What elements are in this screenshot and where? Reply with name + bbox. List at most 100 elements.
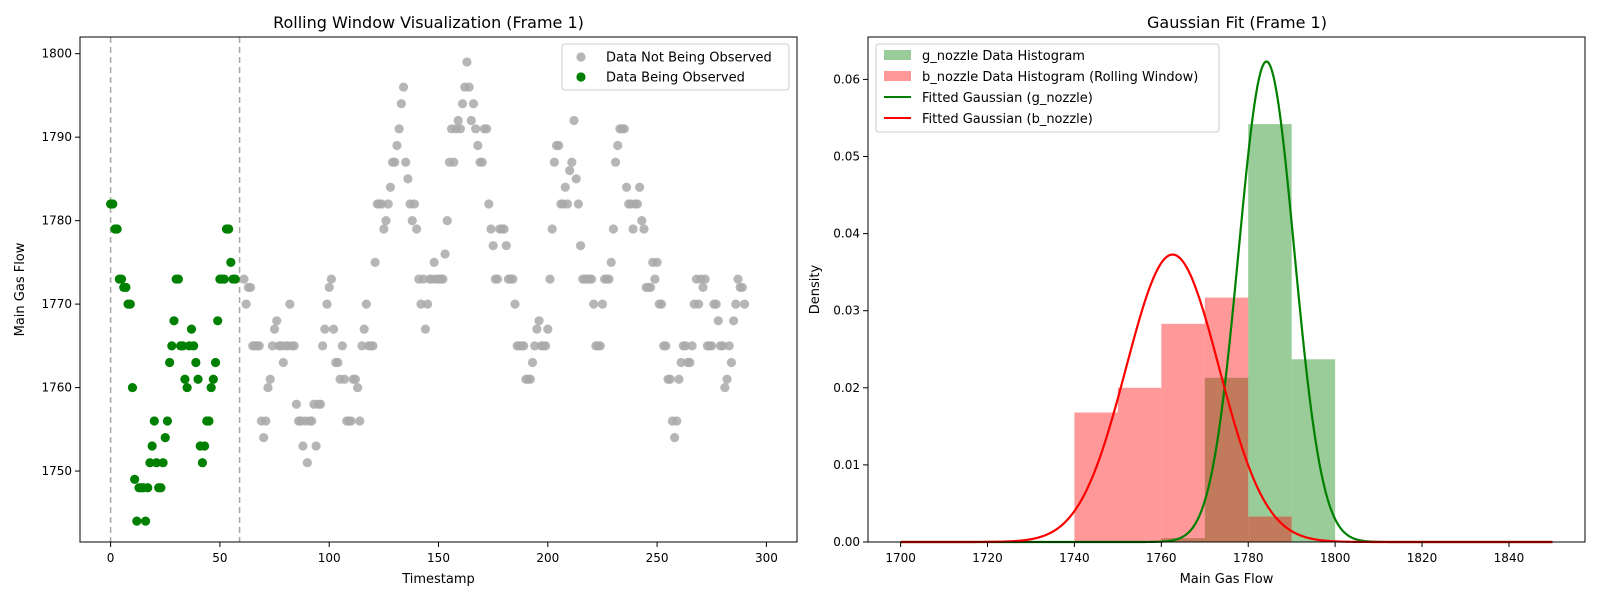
unobserved-point bbox=[407, 216, 417, 226]
unobserved-point bbox=[739, 299, 750, 309]
unobserved-point bbox=[676, 357, 686, 368]
observed-point bbox=[160, 433, 170, 443]
unobserved-point bbox=[707, 341, 717, 351]
legend-label-b-fit: Fitted Gaussian (b_nozzle) bbox=[922, 112, 1093, 127]
unobserved-point bbox=[726, 357, 737, 368]
legend-label-g-hist: g_nozzle Data Histogram bbox=[922, 49, 1085, 64]
unobserved-point bbox=[610, 157, 621, 167]
right-chart-title: Gaussian Fit (Frame 1) bbox=[1147, 13, 1327, 32]
y-tick-label: 0.04 bbox=[833, 227, 860, 241]
unobserved-point bbox=[621, 182, 632, 192]
y-tick-label: 1790 bbox=[41, 130, 72, 144]
unobserved-point bbox=[595, 341, 605, 351]
y-tick-label: 1780 bbox=[41, 214, 72, 228]
legend-label-b-hist: b_nozzle Data Histogram (Rolling Window) bbox=[922, 70, 1198, 85]
unobserved-point bbox=[650, 274, 660, 284]
unobserved-point bbox=[530, 341, 540, 351]
unobserved-point bbox=[700, 274, 710, 284]
unobserved-point bbox=[687, 341, 697, 351]
unobserved-point bbox=[713, 316, 723, 326]
y-tick-label: 0.03 bbox=[833, 304, 860, 318]
x-tick-label: 1840 bbox=[1494, 551, 1525, 565]
unobserved-point bbox=[508, 274, 518, 284]
gaussian-fit-panel: Gaussian Fit (Frame 1) 1700 1720 1740 1760 1… bbox=[808, 13, 1586, 587]
observed-point bbox=[219, 274, 229, 284]
unobserved-point bbox=[385, 182, 396, 192]
unobserved-point bbox=[637, 216, 647, 226]
observed-point bbox=[208, 374, 218, 384]
unobserved-point bbox=[545, 274, 555, 284]
unobserved-point bbox=[311, 441, 321, 451]
unobserved-point bbox=[370, 257, 380, 267]
observed-point bbox=[127, 382, 138, 393]
unobserved-point bbox=[733, 274, 743, 284]
unobserved-point bbox=[481, 124, 492, 134]
unobserved-point bbox=[241, 299, 251, 309]
unobserved-point bbox=[519, 341, 529, 351]
unobserved-point bbox=[729, 316, 739, 326]
unobserved-point bbox=[665, 374, 675, 384]
unobserved-point bbox=[420, 324, 430, 334]
unobserved-point bbox=[285, 299, 295, 309]
unobserved-point bbox=[261, 416, 271, 426]
observed-point bbox=[167, 341, 177, 351]
unobserved-point bbox=[477, 157, 487, 167]
unobserved-point bbox=[403, 174, 413, 184]
y-tick-label: 0.05 bbox=[833, 150, 860, 164]
unobserved-point bbox=[562, 199, 573, 209]
unobserved-point bbox=[245, 282, 256, 293]
unobserved-point bbox=[315, 399, 326, 409]
legend-marker-not-observed bbox=[576, 52, 586, 62]
b-nozzle-hist-bar bbox=[1204, 297, 1249, 542]
observed-point bbox=[156, 483, 166, 493]
unobserved-point bbox=[737, 282, 747, 293]
unobserved-point bbox=[473, 140, 483, 151]
unobserved-point bbox=[466, 115, 476, 126]
unobserved-point bbox=[396, 99, 406, 109]
unobserved-point bbox=[606, 257, 616, 267]
unobserved-point bbox=[307, 416, 317, 426]
y-tick-label: 1750 bbox=[41, 464, 72, 478]
observed-point bbox=[210, 357, 221, 368]
unobserved-point bbox=[468, 99, 479, 109]
unobserved-point bbox=[484, 199, 494, 209]
unobserved-point bbox=[586, 274, 597, 284]
observed-point bbox=[180, 374, 190, 384]
unobserved-point bbox=[298, 441, 308, 451]
unobserved-point bbox=[346, 416, 356, 426]
unobserved-point bbox=[720, 382, 730, 393]
observed-point bbox=[112, 224, 122, 234]
legend-label-observed: Data Being Observed bbox=[606, 71, 745, 86]
unobserved-point bbox=[597, 299, 608, 309]
x-tick-label: 0 bbox=[107, 551, 115, 565]
b-nozzle-hist-bar bbox=[1117, 387, 1162, 542]
y-tick-label: 0.06 bbox=[833, 72, 860, 86]
observed-point bbox=[204, 416, 214, 426]
unobserved-point bbox=[401, 157, 411, 167]
unobserved-point bbox=[394, 124, 404, 134]
unobserved-point bbox=[368, 341, 378, 351]
right-y-axis-label: Density bbox=[808, 264, 823, 314]
unobserved-point bbox=[628, 224, 638, 234]
rolling-window-panel: Rolling Window Visualization (Frame 1) 0… bbox=[13, 13, 798, 587]
observed-point bbox=[121, 282, 131, 293]
unobserved-point bbox=[392, 140, 402, 151]
y-tick-label: 1770 bbox=[41, 297, 72, 311]
unobserved-point bbox=[532, 324, 542, 334]
x-tick-label: 300 bbox=[755, 551, 778, 565]
observed-point bbox=[108, 199, 118, 209]
unobserved-point bbox=[381, 216, 391, 226]
observed-point bbox=[182, 382, 192, 393]
unobserved-point bbox=[604, 274, 614, 284]
unobserved-point bbox=[409, 199, 420, 209]
b-nozzle-hist-bar bbox=[1248, 516, 1292, 542]
unobserved-point bbox=[377, 199, 387, 209]
observed-point bbox=[224, 224, 234, 234]
unobserved-point bbox=[471, 124, 481, 134]
unobserved-point bbox=[353, 382, 363, 393]
unobserved-point bbox=[492, 274, 503, 284]
unobserved-point bbox=[333, 357, 343, 368]
unobserved-point bbox=[272, 316, 282, 326]
unobserved-point bbox=[337, 341, 347, 351]
